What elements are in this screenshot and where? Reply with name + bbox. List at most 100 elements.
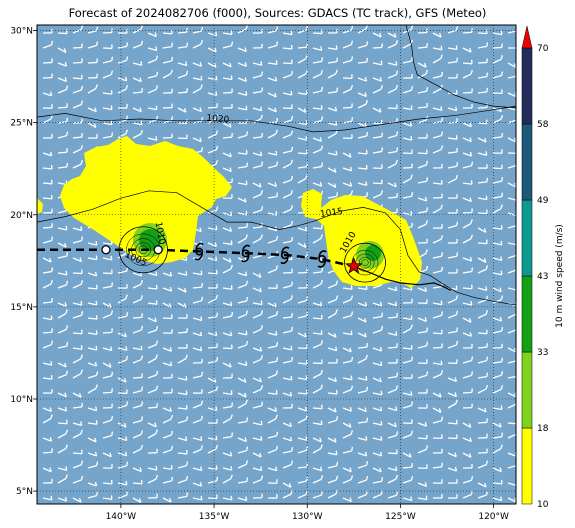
wind-barb-flag — [184, 287, 187, 293]
wind-barb — [102, 331, 113, 334]
wind-barb-flag — [66, 341, 69, 347]
wind-barb — [342, 497, 352, 503]
wind-barb — [177, 464, 187, 469]
wind-barb-flag — [125, 355, 129, 361]
wind-barb — [267, 121, 278, 124]
wind-barb — [477, 360, 487, 364]
wind-barb — [402, 212, 412, 216]
wind-barb-flag — [169, 347, 173, 352]
wind-barb-flag — [245, 180, 248, 185]
wind-barb — [267, 195, 277, 199]
wind-barb-flag — [125, 115, 129, 120]
wind-barb — [117, 45, 127, 49]
wind-barb — [417, 497, 427, 501]
wind-barb — [342, 407, 352, 412]
wind-barb-flag — [79, 257, 82, 262]
wind-barb — [267, 345, 277, 349]
wind-barb-flag — [80, 311, 84, 316]
wind-barb-flag — [199, 62, 203, 67]
wind-barb — [357, 287, 367, 291]
wind-barb — [87, 302, 97, 306]
wind-barb — [492, 58, 502, 64]
wind-barb-flag — [305, 25, 309, 31]
wind-barb — [342, 314, 352, 319]
wind-barb-flag — [440, 106, 443, 111]
wind-barb — [282, 482, 292, 488]
wind-barb — [327, 299, 337, 304]
wind-barb-flag — [141, 416, 144, 421]
wind-barb — [222, 287, 233, 290]
wind-barb — [207, 242, 217, 247]
wind-barb — [237, 344, 247, 349]
wind-barb — [207, 448, 217, 454]
lon-tick-label: 125°W — [385, 512, 416, 522]
wind-barb — [387, 74, 397, 79]
wind-barb — [117, 119, 127, 124]
wind-barb — [57, 478, 67, 484]
wind-barb — [72, 227, 82, 232]
wind-barb-flag — [291, 236, 294, 242]
lon-tick-label: 120°W — [478, 512, 509, 522]
wind-barb — [72, 163, 82, 169]
wind-barb — [447, 107, 457, 112]
wind-barb — [492, 287, 502, 293]
wind-barb — [402, 317, 412, 321]
wind-barb-flag — [380, 361, 383, 366]
wind-barb — [447, 121, 458, 124]
wind-barb-flag — [168, 303, 172, 308]
wind-barb-flag — [65, 309, 68, 314]
wind-barb-flag — [440, 311, 444, 316]
wind-barb — [57, 467, 67, 471]
wind-barb — [327, 283, 337, 289]
wind-barb — [312, 494, 322, 499]
wind-barb — [297, 271, 308, 274]
wind-barb — [312, 32, 323, 35]
wind-barb-flag — [64, 61, 68, 67]
wind-barb-flag — [515, 254, 516, 256]
wind-barb — [417, 197, 427, 202]
wind-barb — [222, 302, 232, 307]
wind-barb — [462, 182, 473, 185]
wind-barb-flag — [485, 265, 489, 270]
wind-barb — [477, 482, 487, 488]
wind-barb — [432, 373, 442, 379]
wind-barb — [462, 317, 472, 323]
wind-barb-flag — [261, 87, 264, 92]
wind-barb — [342, 377, 352, 381]
wind-barb — [447, 314, 457, 319]
wind-barb-flag — [409, 121, 413, 127]
wind-barb-flag — [245, 399, 248, 404]
wind-barb-flag — [411, 192, 414, 197]
wind-barb-flag — [50, 495, 53, 501]
wind-barb-flag — [244, 62, 247, 67]
wind-barb-flag — [186, 461, 189, 466]
wind-barb — [447, 137, 458, 140]
wind-barb — [207, 346, 218, 349]
wind-barb-flag — [425, 220, 429, 225]
wind-barb — [57, 312, 67, 319]
wind-barb-flag — [125, 76, 128, 81]
wind-barb-flag — [441, 416, 444, 421]
wind-barb-flag — [66, 252, 69, 257]
wind-barb-flag — [244, 392, 247, 398]
wind-barb — [462, 374, 472, 379]
wind-barb — [42, 118, 52, 124]
wind-barb — [327, 312, 337, 319]
graticule — [37, 25, 516, 504]
wind-barb — [207, 377, 217, 383]
wind-barb — [417, 73, 427, 79]
wind-barb — [477, 464, 487, 469]
wind-barb — [237, 92, 247, 96]
wind-barb-flag — [125, 129, 128, 134]
wind-barb-flag — [290, 30, 293, 35]
wind-barb-flag — [410, 85, 414, 91]
wind-barb-flag — [290, 159, 293, 165]
wind-barb-flag — [320, 234, 323, 239]
wind-barb — [492, 436, 503, 439]
wind-barb — [327, 392, 338, 395]
wind-barb — [147, 119, 157, 124]
wind-barb-flag — [350, 385, 354, 390]
wind-barb-flag — [65, 474, 68, 479]
wind-barb — [147, 32, 157, 38]
